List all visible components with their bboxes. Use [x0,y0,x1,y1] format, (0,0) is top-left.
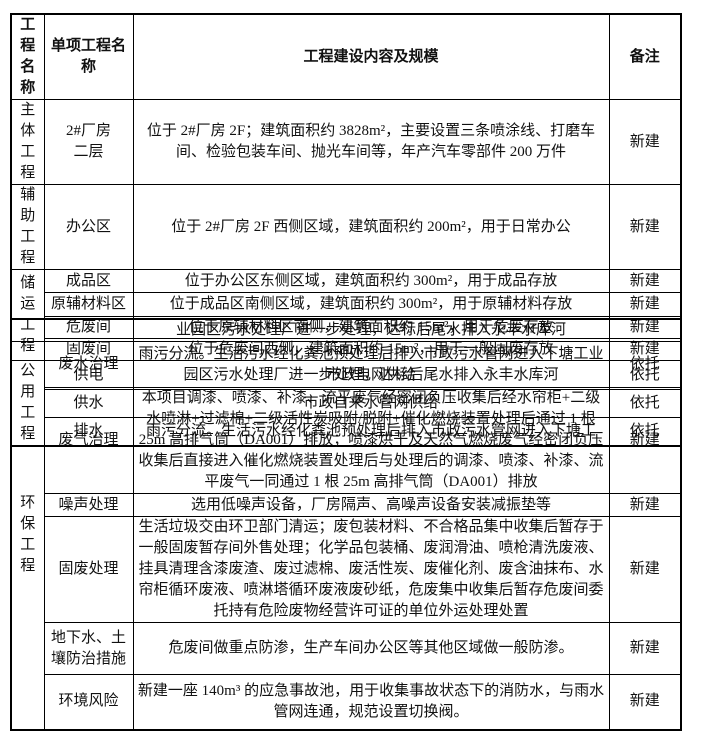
name-cell: 办公区 [43,184,134,270]
content-cell: 位于 2#厂房 2F；建筑面积约 3828m²，主要设置三条喷涂线、打磨车间、检… [132,99,610,185]
header-sub-project-name: 单项工程名 称 [43,13,134,100]
remark-cell: 依托 [608,341,682,388]
name-cell: 固废处理 [43,516,134,623]
name-cell: 废气治理 [43,387,134,494]
content-cell: 位于办公区东侧区域，建筑面积约 300m²，用于成品存放 [132,269,610,293]
header-remark: 备注 [608,13,682,100]
group-cell-auxiliary-project: 辅助 工程 [10,184,45,270]
remark-cell: 新建 [608,292,682,317]
header-project-name: 工程 名称 [10,13,45,100]
remark-cell: 新建 [608,493,682,517]
table-row: 辅助 工程 办公区 位于 2#厂房 2F 西侧区域，建筑面积约 200m²，用于… [10,184,682,270]
table-row: 环保 工程 废水治理 雨污分流。生活污水经化粪池预处理后排入市政污水管网进入下塘… [10,341,682,730]
remark-cell: 新建 [608,99,682,185]
name-cell: 地下水、土 壤防治措施 [43,622,134,675]
table-header-row: 工程 名称 单项工程名 称 工程建设内容及规模 备注 [10,13,682,100]
remark-cell: 新建 [608,622,682,675]
name-cell: 成品区 [43,269,134,293]
table-row: 固废处理 生活垃圾交由环卫部门清运；废包装材料、不合格品集中收集后暂存于一般固废… [11,516,682,623]
remark-cell: 新建 [608,674,682,730]
content-cell: 雨污分流。生活污水经化粪池预处理后排入市政污水管网进入下塘工业园区污水处理厂进一… [132,341,610,388]
table-row: 噪声处理 选用低噪声设备，厂房隔声、高噪声设备安装减振垫等 新建 [11,493,682,517]
remark-cell: 新建 [608,516,682,623]
table-row: 主体 工程 2#厂房 二层 位于 2#厂房 2F；建筑面积约 3828m²，主要… [10,99,682,185]
content-cell: 危废间做重点防渗，生产车间办公区等其他区域做一般防渗。 [132,622,610,675]
name-cell: 2#厂房 二层 [43,99,134,185]
content-cell: 位于 2#厂房 2F 西侧区域，建筑面积约 200m²，用于日常办公 [132,184,610,270]
table-row: 环境风险 新建一座 140m³ 的应急事故池，用于收集事故状态下的消防水，与雨水… [11,674,682,730]
table-row: 废气治理 本项目调漆、喷漆、补漆、流平废气经密闭负压收集后经水帘柜+二级水喷淋+… [11,387,682,494]
table-row: 业园区污水处理厂进一步处理，达标后尾水排入永丰水库河 [10,318,682,342]
content-cell: 本项目调漆、喷漆、补漆、流平废气经密闭负压收集后经水帘柜+二级水喷淋+过滤棉+二… [132,387,610,494]
name-cell: 废水治理 [43,341,134,388]
remark-cell: 新建 [608,269,682,293]
group-cell-environmental-project: 环保 工程 [10,341,45,730]
content-cell: 新建一座 140m³ 的应急事故池，用于收集事故状态下的消防水，与雨水管网连通，… [132,674,610,730]
name-cell: 原辅材料区 [43,292,134,317]
remark-cell: 新建 [608,387,682,494]
remark-cell [608,318,682,342]
content-cell: 位于成品区南侧区域，建筑面积约 300m²，用于原辅材料存放 [132,292,610,317]
content-cell: 生活垃圾交由环卫部门清运；废包装材料、不合格品集中收集后暂存于一般固废暂存间外售… [132,516,610,623]
content-cell-continuation: 业园区污水处理厂进一步处理，达标后尾水排入永丰水库河 [132,318,610,342]
table-row: 地下水、土 壤防治措施 危废间做重点防渗，生产车间办公区等其他区域做一般防渗。 … [11,622,682,675]
content-cell: 选用低噪声设备，厂房隔声、高噪声设备安装减振垫等 [132,493,610,517]
group-cell-main-project: 主体 工程 [10,99,45,185]
table-row: 原辅材料区 位于成品区南侧区域，建筑面积约 300m²，用于原辅材料存放 新建 [11,292,682,317]
environmental-works-table: 业园区污水处理厂进一步处理，达标后尾水排入永丰水库河 环保 工程 废水治理 雨污… [10,318,682,731]
table-row: 储运 工程 成品区 位于办公区东侧区域，建筑面积约 300m²，用于成品存放 新… [10,269,682,361]
group-cell-empty [10,318,45,342]
name-cell: 环境风险 [43,674,134,730]
name-cell [43,318,134,342]
name-cell: 噪声处理 [43,493,134,517]
remark-cell: 新建 [608,184,682,270]
header-content-scale: 工程建设内容及规模 [132,13,610,100]
